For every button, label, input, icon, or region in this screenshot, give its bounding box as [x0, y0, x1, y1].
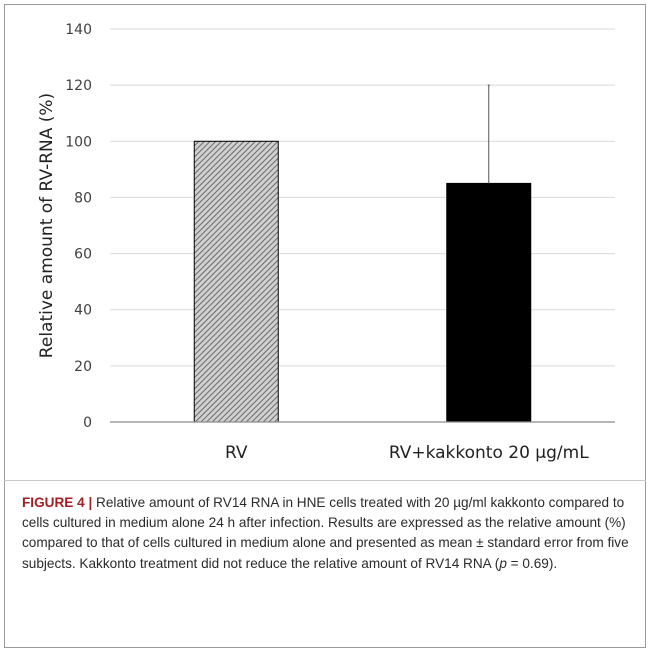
x-category-labels: RV RV+kakkonto 20 µg/mL [225, 443, 589, 463]
y-tick-label: 40 [74, 303, 92, 319]
y-tick-label: 100 [65, 134, 92, 150]
gridlines [110, 28, 615, 367]
bar-1 [446, 182, 532, 423]
figure-label: FIGURE 4 | [22, 495, 93, 510]
p-symbol: p [499, 555, 507, 571]
bars [193, 140, 532, 423]
x-category-label: RV+kakkonto 20 µg/mL [389, 443, 589, 463]
caption-text-end: = 0.69). [506, 555, 558, 571]
bar-0 [193, 140, 279, 423]
y-tick-label: 60 [74, 247, 92, 263]
y-axis-title: Relative amount of RV-RNA (%) [37, 93, 57, 358]
figure-caption: FIGURE 4 | Relative amount of RV14 RNA i… [22, 493, 632, 574]
bar-chart: 0 20 40 60 80 100 120 140 RV RV+kakkonto 20 µg/m… [37, 22, 615, 463]
x-category-label: RV [225, 443, 248, 463]
error-bars [487, 84, 490, 184]
y-tick-label: 20 [74, 359, 92, 375]
figure-frame [4, 4, 646, 648]
caption-text: Relative amount of RV14 RNA in HNE cells… [22, 495, 629, 571]
y-tick-label: 80 [74, 190, 92, 206]
caption-divider [4, 480, 646, 481]
y-tick-label: 140 [65, 22, 92, 38]
y-tick-label: 0 [83, 415, 92, 431]
y-tick-labels: 0 20 40 60 80 100 120 140 [65, 22, 92, 431]
y-tick-label: 120 [65, 78, 92, 94]
